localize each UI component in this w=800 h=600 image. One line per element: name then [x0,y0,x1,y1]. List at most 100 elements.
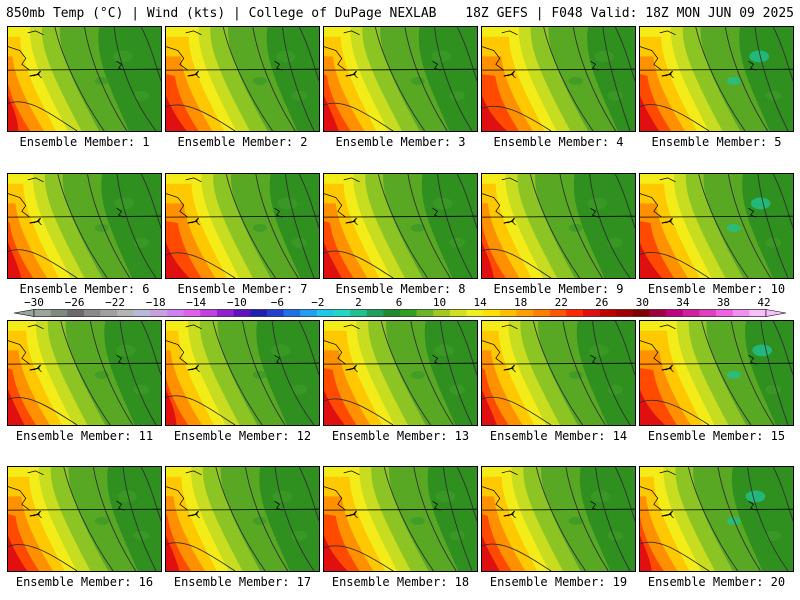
ensemble-member-label: Ensemble Member: 2 [177,135,308,149]
colorbar-tick-label: −10 [226,296,247,309]
ensemble-member-label: Ensemble Member: 5 [651,135,782,149]
ensemble-member-label: Ensemble Member: 8 [335,282,466,296]
colorbar-swatch [217,309,234,317]
colorbar-swatch [333,309,351,317]
colorbar-tick-label: 26 [595,296,609,309]
ensemble-member-map [323,173,478,279]
ensemble-member-map [7,26,162,132]
ensemble-member-map [639,466,794,572]
colorbar-swatch [533,309,551,317]
ensemble-member-map [481,26,636,132]
ensemble-member-label: Ensemble Member: 1 [19,135,150,149]
colorbar-tick-label: 2 [355,296,362,309]
colorbar-swatch [300,309,318,317]
colorbar-tick-label: −6 [270,296,284,309]
ensemble-member-label: Ensemble Member: 13 [331,429,470,443]
colorbar-tick-label: 22 [554,296,568,309]
temperature-colorbar [13,309,787,317]
ensemble-member-map [481,173,636,279]
colorbar-swatch [266,309,284,317]
ensemble-member-map [165,26,320,132]
chart-title: 850mb Temp (°C) | Wind (kts) | College o… [6,6,437,21]
colorbar-max-arrow [765,309,787,317]
ensemble-member-label: Ensemble Member: 19 [489,575,628,589]
colorbar-swatch [649,309,667,317]
ensemble-member-map [165,320,320,426]
ensemble-member-map [323,320,478,426]
colorbar-swatch [167,309,185,317]
colorbar-tick-label: −18 [145,296,166,309]
ensemble-member-label: Ensemble Member: 18 [331,575,470,589]
ensemble-member-map [165,173,320,279]
colorbar-swatch [449,309,467,317]
colorbar-swatch [699,309,717,317]
colorbar-swatch [616,309,634,317]
colorbar-tick-label: −30 [24,296,44,309]
colorbar-min-arrow [13,309,35,317]
colorbar-swatch [150,309,168,317]
colorbar-tick-label: 34 [676,296,690,309]
ensemble-member-map [481,466,636,572]
colorbar-swatch [67,309,85,317]
colorbar-swatch [666,309,684,317]
ensemble-member-map [481,320,636,426]
colorbar-tick-label: 10 [432,296,447,309]
ensemble-member-map [639,320,794,426]
ensemble-member-label: Ensemble Member: 12 [173,429,312,443]
colorbar-swatch [100,309,118,317]
ensemble-member-map [639,173,794,279]
colorbar-tick-label: −22 [105,296,126,309]
ensemble-member-label: Ensemble Member: 3 [335,135,466,149]
colorbar-swatch [632,309,650,317]
ensemble-member-label: Ensemble Member: 15 [647,429,786,443]
colorbar-tick-label: −26 [64,296,85,309]
colorbar-swatch [350,309,368,317]
colorbar-swatch [732,309,750,317]
colorbar-swatch [549,309,567,317]
colorbar-swatch [466,309,484,317]
colorbar-swatch [50,309,68,317]
colorbar-swatch [183,309,201,317]
colorbar-swatch [200,309,218,317]
colorbar-swatch [366,309,384,317]
ensemble-member-map [165,466,320,572]
colorbar-tick-label: 42 [757,296,771,309]
colorbar-swatch [566,309,584,317]
ensemble-member-label: Ensemble Member: 10 [647,282,786,296]
colorbar-swatch [283,309,301,317]
colorbar-swatch [483,309,501,317]
colorbar-swatch [516,309,534,317]
colorbar-swatch [250,309,268,317]
colorbar-tick-label: 38 [716,296,731,309]
colorbar-tick-label: 18 [514,296,528,309]
colorbar-swatch [499,309,517,317]
colorbar-tick-label: 6 [395,296,403,309]
ensemble-member-map [639,26,794,132]
ensemble-member-map [323,26,478,132]
ensemble-member-map [7,466,162,572]
colorbar-tick-label: 30 [635,296,649,309]
colorbar-tick-label: −14 [186,296,207,309]
colorbar-tick-label: 14 [473,296,487,309]
ensemble-member-map [7,173,162,279]
colorbar-swatch [716,309,734,317]
ensemble-member-label: Ensemble Member: 16 [15,575,154,589]
colorbar-swatch [34,309,51,317]
ensemble-member-label: Ensemble Member: 11 [15,429,154,443]
colorbar-swatch [599,309,617,317]
colorbar-swatch [316,309,334,317]
colorbar-swatch [416,309,434,317]
colorbar-swatch [133,309,151,317]
ensemble-member-label: Ensemble Member: 9 [493,282,624,296]
colorbar-tick-label: −2 [311,296,325,309]
ensemble-member-label: Ensemble Member: 14 [489,429,628,443]
colorbar-swatch [383,309,401,317]
ensemble-member-map [7,320,162,426]
colorbar-swatch [117,309,135,317]
ensemble-member-label: Ensemble Member: 17 [173,575,312,589]
run-valid-time: 18Z GEFS | F048 Valid: 18Z MON JUN 09 20… [465,6,794,21]
colorbar-swatch [749,309,767,317]
colorbar-swatch [682,309,700,317]
colorbar-swatch [583,309,600,317]
ensemble-member-label: Ensemble Member: 7 [177,282,308,296]
